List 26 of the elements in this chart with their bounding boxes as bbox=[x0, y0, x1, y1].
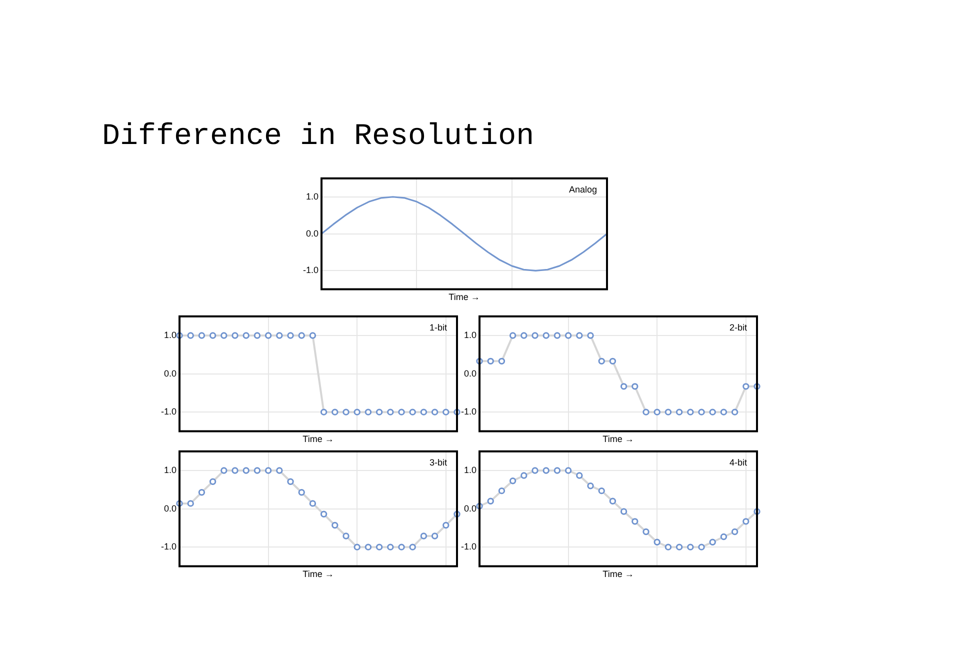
y-tick-label: 1.0 bbox=[464, 465, 477, 476]
text: Analog bbox=[568, 184, 597, 194]
text: 1-bit bbox=[429, 322, 448, 332]
x-axis-title: Time → bbox=[602, 434, 634, 444]
x-axis-title: Time → bbox=[448, 292, 480, 302]
y-tick-label: 1.0 bbox=[464, 330, 477, 340]
y-tick-label: 0.0 bbox=[306, 228, 319, 238]
text: 2-bit bbox=[729, 322, 748, 332]
x-axis-title: Time → bbox=[302, 434, 334, 444]
y-tick-label: 1.0 bbox=[164, 465, 177, 476]
x-axis-title: Time → bbox=[602, 569, 634, 580]
y-tick-label: -1.0 bbox=[302, 265, 319, 276]
text: 4-bit bbox=[729, 457, 748, 468]
y-tick-label: 0.0 bbox=[464, 503, 477, 514]
y-tick-label: 0.0 bbox=[164, 503, 177, 514]
y-tick-label: -1.0 bbox=[460, 406, 477, 417]
y-tick-label: 0.0 bbox=[164, 368, 177, 378]
y-tick-label: 0.0 bbox=[464, 368, 477, 378]
x-axis-title: Time → bbox=[302, 569, 334, 580]
text: 3-bit bbox=[429, 457, 448, 468]
y-tick-label: 1.0 bbox=[164, 330, 177, 340]
text: Difference in Resolution bbox=[102, 120, 534, 154]
y-tick-label: -1.0 bbox=[460, 542, 477, 552]
y-tick-label: 1.0 bbox=[306, 191, 319, 202]
y-tick-label: -1.0 bbox=[160, 542, 177, 552]
y-tick-label: -1.0 bbox=[160, 406, 177, 417]
